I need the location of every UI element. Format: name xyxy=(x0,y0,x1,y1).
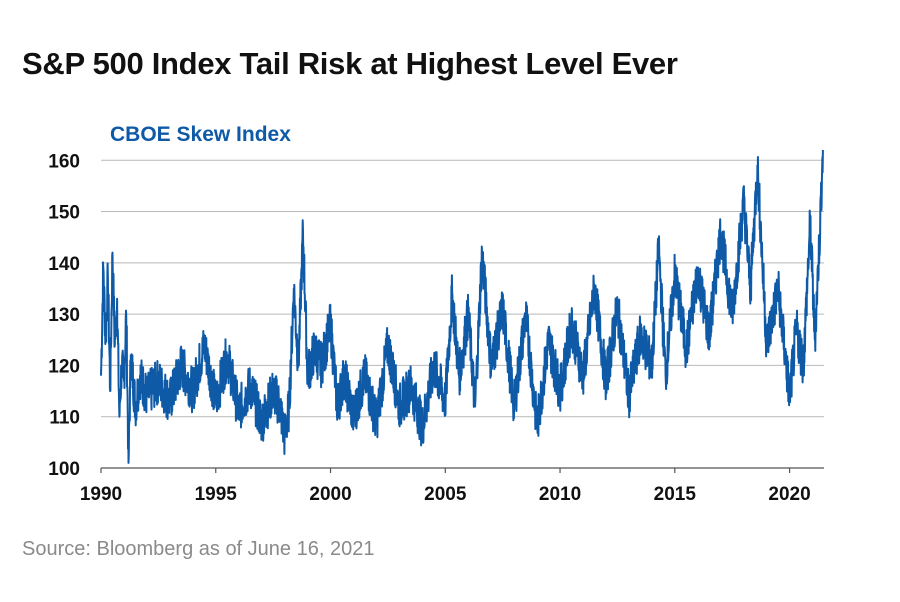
y-tick-label: 160 xyxy=(48,151,80,172)
x-tick-label: 2000 xyxy=(309,484,351,505)
x-tick-label: 2005 xyxy=(424,484,467,505)
y-tick-label: 140 xyxy=(48,254,80,275)
source-note: Source: Bloomberg as of June 16, 2021 xyxy=(22,538,375,560)
y-axis-labels: 100 110 120 130 140 150 160 xyxy=(48,151,80,480)
series-label: CBOE Skew Index xyxy=(110,123,291,146)
y-tick-label: 100 xyxy=(48,459,80,480)
x-tick-label: 1995 xyxy=(195,484,238,505)
x-tick-label: 1990 xyxy=(80,484,122,505)
x-tick-label: 2015 xyxy=(654,484,697,505)
series-line-cboe-skew-index xyxy=(100,149,824,464)
y-tick-label: 110 xyxy=(49,408,80,429)
x-tick-label: 2020 xyxy=(768,484,810,505)
y-tick-label: 130 xyxy=(48,305,80,326)
y-tick-label: 150 xyxy=(48,203,80,224)
chart-title: S&P 500 Index Tail Risk at Highest Level… xyxy=(22,46,678,81)
x-axis-labels: 1990 1995 2000 2005 2010 2015 2020 xyxy=(80,484,811,505)
x-axis-ticks xyxy=(100,468,791,473)
y-tick-label: 120 xyxy=(48,356,80,377)
x-tick-label: 2010 xyxy=(539,484,581,505)
